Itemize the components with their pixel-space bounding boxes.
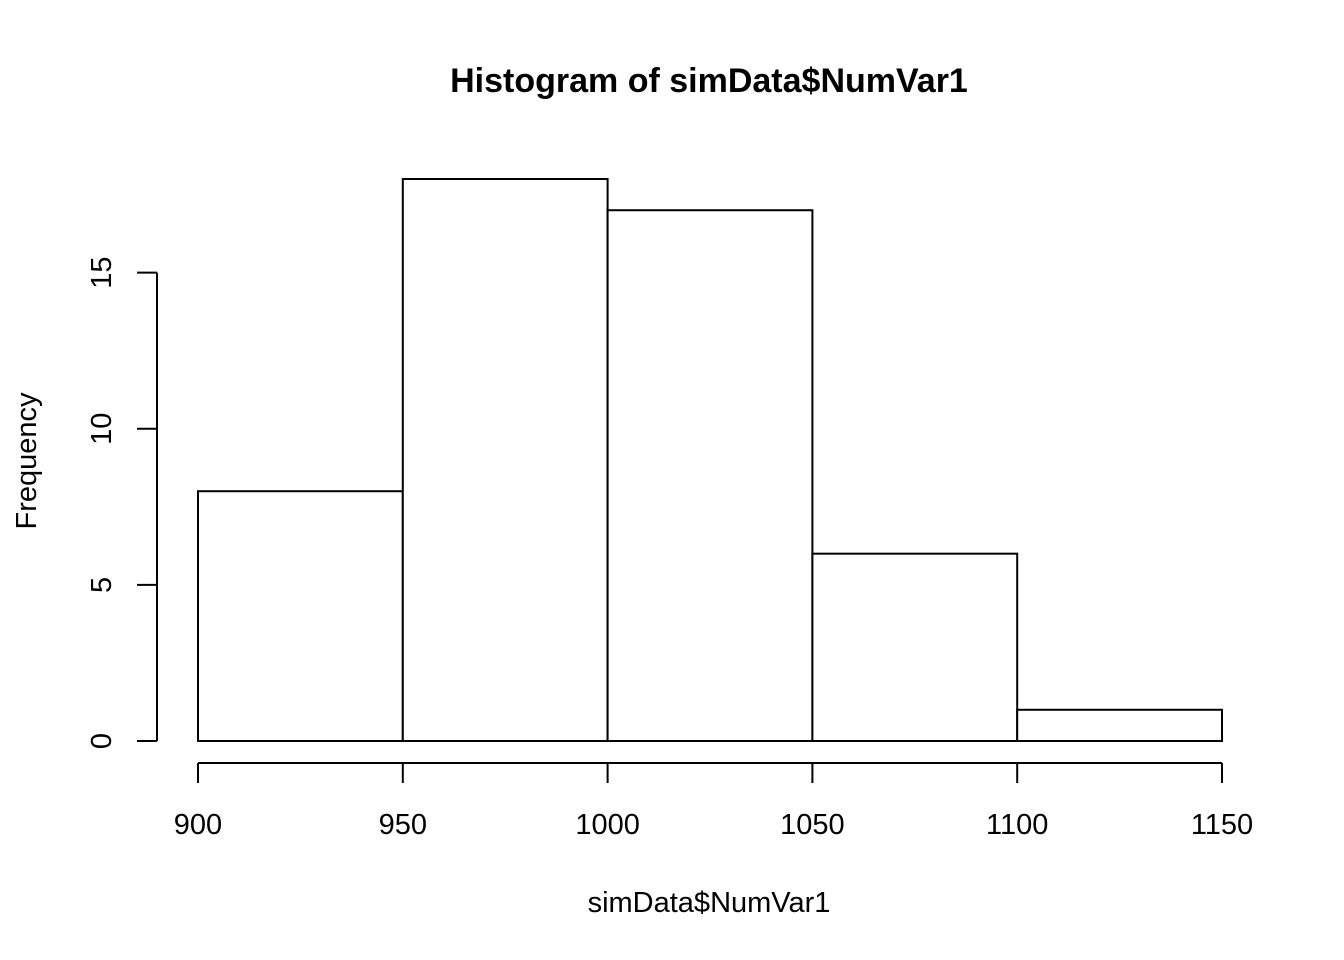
x-tick-label-1: 950 xyxy=(379,809,427,841)
y-tick-label-1: 5 xyxy=(86,577,118,593)
histogram-bar-1 xyxy=(401,178,609,742)
x-tick-label-0: 900 xyxy=(174,809,222,841)
x-axis: 900 950 1000 1050 1100 1150 xyxy=(174,762,1253,841)
x-tick-label-2: 1000 xyxy=(575,809,640,841)
y-tick-label-3: 15 xyxy=(86,257,118,289)
x-tick-label-4: 1100 xyxy=(986,809,1048,841)
x-tick-label-3: 1050 xyxy=(780,809,845,841)
histogram-bar-0 xyxy=(197,490,404,742)
x-tick-label-5: 1150 xyxy=(1191,809,1253,841)
y-tick-label-0: 0 xyxy=(86,733,118,749)
y-axis-label: Frequency xyxy=(11,392,43,530)
histogram-bar-3 xyxy=(811,552,1019,743)
y-tick-label-2: 10 xyxy=(86,413,118,445)
y-axis: 0 5 10 15 xyxy=(86,257,158,749)
chart-title: Histogram of simData$NumVar1 xyxy=(450,62,968,100)
bars-group xyxy=(197,178,1224,743)
x-axis-label: simData$NumVar1 xyxy=(588,887,831,919)
histogram-bar-4 xyxy=(1016,708,1224,742)
histogram-bar-2 xyxy=(606,209,814,742)
